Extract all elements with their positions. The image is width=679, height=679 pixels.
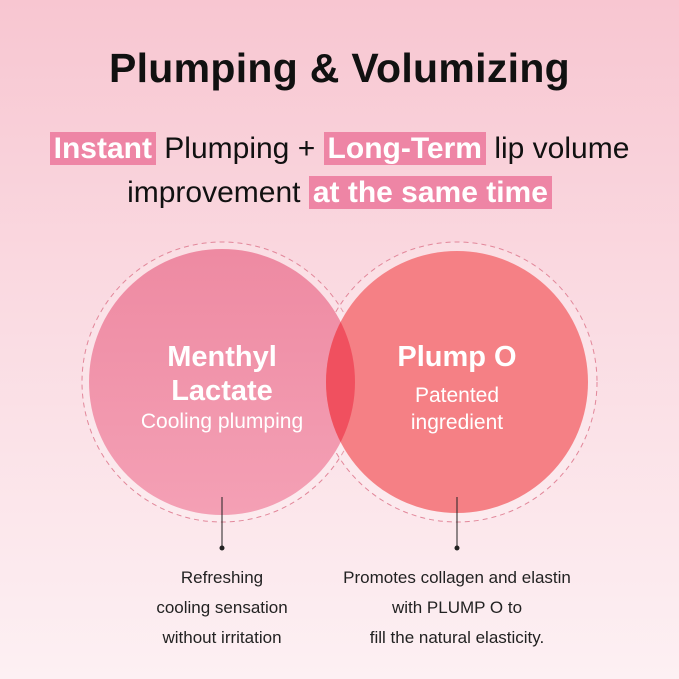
right-ingredient-desc-1: Patented bbox=[414, 384, 500, 407]
note-line: without irritation bbox=[162, 628, 282, 647]
subtitle-text: improvement bbox=[127, 176, 309, 209]
note-line: fill the natural elasticity. bbox=[369, 628, 545, 647]
highlight-instant: Instant bbox=[49, 132, 156, 165]
right-ingredient-name: Plump O bbox=[397, 341, 517, 373]
left-circle-label: Menthyl Lactate Cooling plumping bbox=[112, 340, 332, 435]
subtitle-line-2: improvement at the same time bbox=[0, 176, 679, 210]
left-note: Refreshing cooling sensation without irr… bbox=[112, 563, 332, 653]
subtitle-text: lip volume bbox=[485, 132, 630, 165]
left-ingredient-desc: Cooling plumping bbox=[140, 410, 304, 433]
note-line: with PLUMP O to bbox=[391, 598, 523, 617]
note-line: Promotes collagen and elastin bbox=[343, 568, 571, 587]
subtitle-text: Plumping + bbox=[155, 132, 324, 165]
right-pointer-dot bbox=[454, 545, 460, 551]
right-circle bbox=[326, 251, 588, 513]
left-pointer-dot bbox=[219, 545, 225, 551]
note-line: cooling sensation bbox=[156, 598, 288, 617]
page-title: Plumping & Volumizing bbox=[108, 45, 571, 91]
left-ingredient-name-1: Menthyl bbox=[167, 341, 277, 373]
left-circle bbox=[89, 249, 355, 515]
left-ingredient-name-2: Lactate bbox=[171, 375, 273, 407]
right-circle-label: Plump O Patented ingredient bbox=[347, 340, 567, 436]
right-note: Promotes collagen and elastin with PLUMP… bbox=[307, 563, 607, 653]
subtitle-line-1: Instant Plumping + Long-Term lip volume bbox=[0, 132, 679, 166]
right-ingredient-desc-2: ingredient bbox=[410, 411, 504, 434]
note-line: Refreshing bbox=[180, 568, 264, 587]
highlight-long-term: Long-Term bbox=[323, 132, 486, 165]
highlight-same-time: at the same time bbox=[308, 176, 552, 209]
